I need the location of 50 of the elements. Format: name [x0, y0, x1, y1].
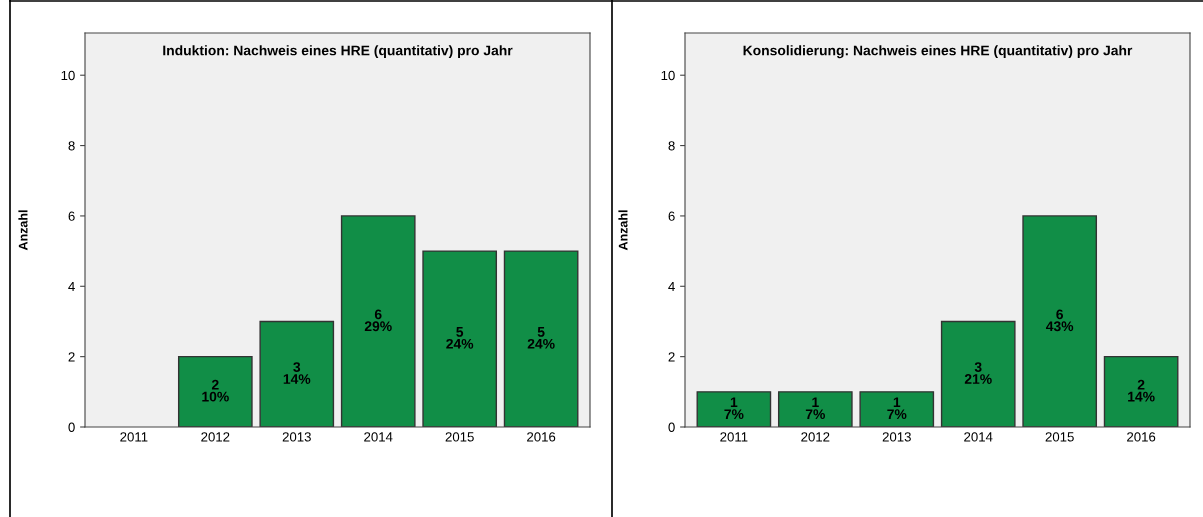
x-tick-label: 2013 — [882, 432, 911, 442]
bar — [1103, 355, 1179, 427]
data-label: 1 7% — [724, 397, 744, 420]
x-tick-label: 2016 — [1127, 432, 1156, 442]
y-tick-label: 4 — [68, 281, 75, 292]
data-label: 5 24% — [527, 327, 555, 349]
x-tick-label: 2015 — [1045, 432, 1074, 442]
data-label: 2 14% — [1128, 379, 1155, 402]
x-tick-label: 2016 — [527, 432, 556, 442]
data-label: 1 7% — [887, 397, 907, 420]
y-tick-label: 2 — [68, 352, 75, 362]
y-tick-label: 4 — [668, 281, 675, 292]
y-axis-title: Anzahl — [618, 210, 628, 251]
bar — [696, 391, 772, 427]
y-tick-label: 0 — [68, 422, 75, 432]
y-tick-label: 2 — [668, 352, 675, 362]
x-tick-label: 2011 — [720, 432, 748, 442]
text: Konsolidierung: Nachweis eines HRE (quantitativ) pro Jahr — [743, 45, 1133, 59]
bar — [422, 250, 498, 427]
bar — [177, 355, 253, 427]
data-label: 2 10% — [202, 379, 229, 402]
data-label: 1 7% — [805, 397, 825, 420]
data-label: 6 29% — [364, 309, 392, 332]
bar — [777, 391, 853, 427]
x-tick-label: 2013 — [282, 432, 311, 442]
y-tick-label: 0 — [668, 422, 675, 432]
bar — [259, 320, 335, 427]
x-tick-label: 2012 — [201, 432, 230, 442]
x-tick-label: 2014 — [364, 432, 393, 442]
y-tick-label: 8 — [668, 141, 675, 151]
x-tick-label: 2014 — [964, 432, 993, 442]
data-label: 5 24% — [446, 327, 474, 349]
bar — [503, 250, 579, 427]
x-tick-label: 2015 — [445, 432, 474, 442]
y-tick-label: 10 — [661, 70, 675, 81]
bar — [940, 320, 1016, 427]
y-tick-label: 8 — [68, 141, 75, 151]
y-tick-label: 6 — [68, 211, 75, 221]
text: Induktion: Nachweis eines HRE (quantitativ) pro Jahr — [163, 45, 513, 59]
x-tick-label: 2011 — [120, 432, 148, 442]
y-axis-title: Anzahl — [18, 210, 28, 251]
data-label: 6 43% — [1045, 309, 1074, 332]
y-tick-label: 10 — [61, 70, 75, 81]
bar — [859, 391, 935, 427]
data-label: 3 14% — [283, 362, 311, 384]
y-tick-label: 6 — [668, 211, 675, 221]
bar — [340, 215, 416, 427]
data-label: 3 21% — [964, 362, 992, 384]
x-tick-label: 2012 — [801, 432, 830, 442]
bar — [1022, 215, 1098, 427]
